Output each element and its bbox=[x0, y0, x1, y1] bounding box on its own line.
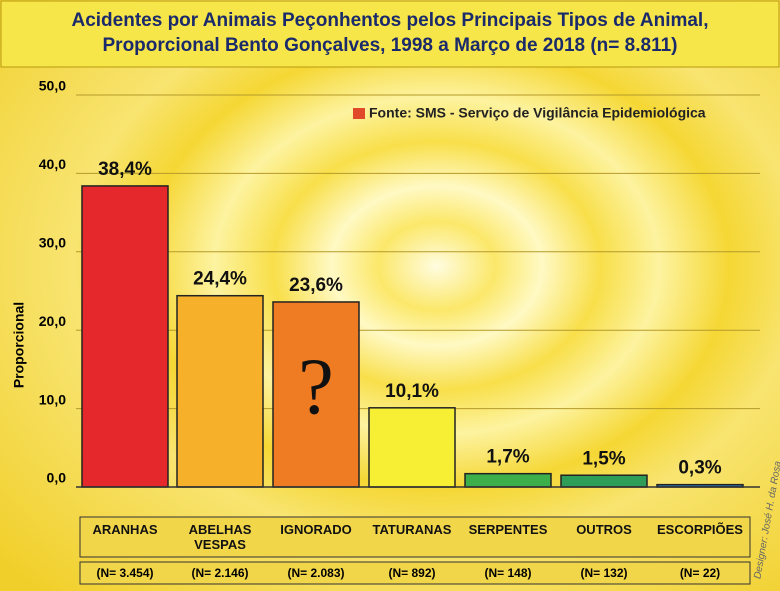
n-label: (N= 3.454) bbox=[96, 566, 153, 580]
source: Fonte: SMS - Serviço de Vigilância Epide… bbox=[369, 105, 706, 121]
source-icon bbox=[353, 108, 365, 119]
value-label: 1,7% bbox=[486, 447, 529, 468]
n-label: (N= 2.146) bbox=[191, 566, 248, 580]
bar bbox=[81, 185, 169, 488]
n-label: (N= 22) bbox=[680, 566, 720, 580]
x-tick-label: OUTROS bbox=[576, 522, 632, 537]
value-label: 1,5% bbox=[582, 448, 625, 469]
n-band bbox=[79, 561, 751, 585]
n-label: (N= 2.083) bbox=[287, 566, 344, 580]
y-tick-label: 20,0 bbox=[39, 313, 66, 329]
y-tick-label: 40,0 bbox=[39, 156, 66, 172]
value-label: 10,1% bbox=[385, 381, 439, 402]
value-label: 38,4% bbox=[98, 159, 152, 180]
y-tick-label: 10,0 bbox=[39, 391, 66, 407]
y-tick-label: 30,0 bbox=[39, 235, 66, 251]
chart-title: Acidentes por Animais Peçonhentos pelos … bbox=[71, 10, 708, 31]
value-label: 24,4% bbox=[193, 269, 247, 290]
x-tick-label: ABELHAS VESPAS bbox=[188, 522, 252, 552]
ignorado-symbol: ? bbox=[298, 343, 334, 431]
n-label: (N= 148) bbox=[484, 566, 531, 580]
y-tick-label: 0,0 bbox=[47, 470, 67, 486]
n-label: (N= 892) bbox=[388, 566, 435, 580]
bar bbox=[560, 474, 648, 488]
x-tick-label: SERPENTES bbox=[468, 522, 548, 537]
y-tick-label: 50,0 bbox=[39, 78, 66, 94]
x-tick-label: TATURANAS bbox=[372, 522, 452, 537]
chart-subtitle: Proporcional Bento Gonçalves, 1998 a Mar… bbox=[103, 35, 678, 56]
bar bbox=[176, 294, 264, 488]
n-label: (N= 132) bbox=[580, 566, 627, 580]
value-label: 0,3% bbox=[678, 458, 721, 479]
bar bbox=[464, 472, 552, 488]
x-tick-label: ESCORPIÕES bbox=[657, 522, 743, 537]
bar bbox=[272, 301, 360, 488]
y-axis-label: Proporcional bbox=[11, 302, 27, 388]
value-label: 23,6% bbox=[289, 275, 343, 296]
x-tick-label: IGNORADO bbox=[280, 522, 352, 537]
x-tick-label: ARANHAS bbox=[92, 522, 158, 537]
title-band bbox=[0, 0, 780, 68]
category-band bbox=[79, 516, 751, 558]
bar bbox=[368, 407, 456, 488]
